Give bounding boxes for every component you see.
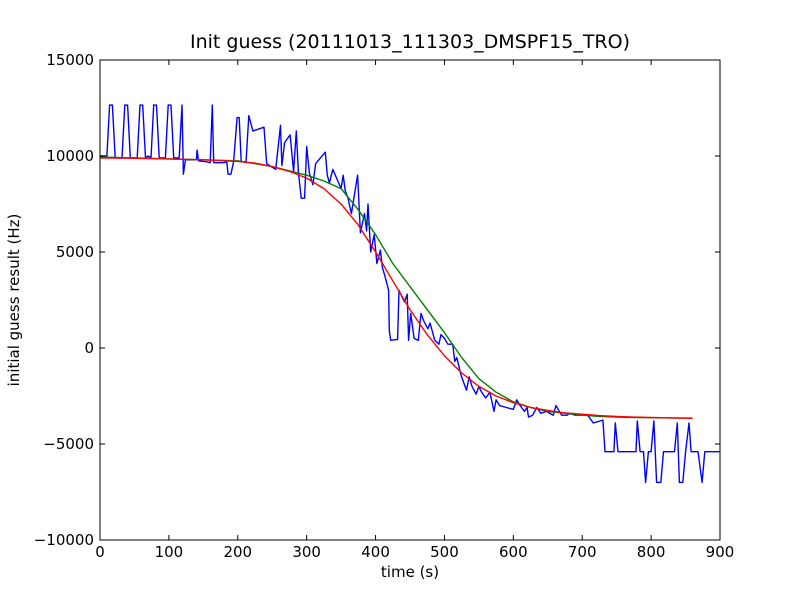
- x-tick-label: 400: [361, 543, 390, 561]
- x-tick-label: 700: [568, 543, 597, 561]
- y-tick-label: 5000: [56, 243, 94, 261]
- y-tick-label: 15000: [46, 51, 94, 69]
- y-axis: −10000 −5000 0 5000 10000 15000: [34, 51, 720, 549]
- x-tick-label: 100: [155, 543, 184, 561]
- x-tick-label: 500: [430, 543, 459, 561]
- x-tick-label: 300: [292, 543, 321, 561]
- series-line-3: [99, 157, 693, 419]
- plot-frame: [99, 59, 721, 541]
- plot-lines: [99, 104, 720, 484]
- y-tick-label: −10000: [34, 531, 94, 549]
- y-tick-label: 10000: [46, 147, 94, 165]
- x-tick-label: 800: [637, 543, 666, 561]
- series-line-1: [100, 104, 720, 484]
- x-tick-label: 600: [499, 543, 528, 561]
- x-axis-label: time (s): [381, 563, 439, 581]
- x-tick-label: 200: [223, 543, 252, 561]
- x-tick-label: 0: [95, 543, 105, 561]
- y-tick-label: 0: [84, 339, 94, 357]
- chart-title: Init guess (20111013_111303_DMSPF15_TRO): [190, 31, 630, 53]
- y-axis-label: initial guess result (Hz): [5, 214, 23, 387]
- x-axis: 0 100 200 300 400 500 600 700 800 900: [95, 60, 734, 561]
- y-tick-label: −5000: [43, 435, 94, 453]
- x-tick-label: 900: [706, 543, 735, 561]
